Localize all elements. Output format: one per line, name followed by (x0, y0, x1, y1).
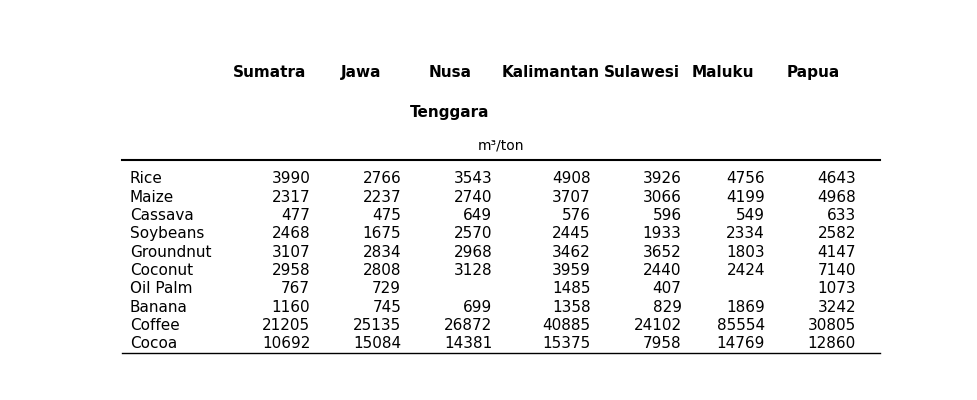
Text: 699: 699 (462, 300, 491, 314)
Text: 2968: 2968 (453, 245, 491, 260)
Text: 7140: 7140 (817, 263, 855, 278)
Text: Cassava: Cassava (130, 208, 193, 223)
Text: 745: 745 (372, 300, 401, 314)
Text: 21205: 21205 (262, 318, 310, 333)
Text: 2317: 2317 (272, 190, 310, 205)
Text: 767: 767 (281, 281, 310, 296)
Text: Kalimantan: Kalimantan (501, 65, 599, 80)
Text: Oil Palm: Oil Palm (130, 281, 192, 296)
Text: Maize: Maize (130, 190, 174, 205)
Text: 596: 596 (652, 208, 681, 223)
Text: 649: 649 (462, 208, 491, 223)
Text: 3543: 3543 (453, 171, 491, 186)
Text: Nusa: Nusa (428, 65, 471, 80)
Text: 3990: 3990 (271, 171, 310, 186)
Text: 14769: 14769 (716, 336, 764, 351)
Text: Sumatra: Sumatra (234, 65, 307, 80)
Text: 2582: 2582 (817, 226, 855, 241)
Text: 829: 829 (652, 300, 681, 314)
Text: 4147: 4147 (817, 245, 855, 260)
Text: 24102: 24102 (633, 318, 681, 333)
Text: Soybeans: Soybeans (130, 226, 204, 241)
Text: 4199: 4199 (726, 190, 764, 205)
Text: Jawa: Jawa (340, 65, 381, 80)
Text: 3107: 3107 (272, 245, 310, 260)
Text: 3707: 3707 (551, 190, 590, 205)
Text: 2808: 2808 (362, 263, 401, 278)
Text: 10692: 10692 (262, 336, 310, 351)
Text: 4968: 4968 (817, 190, 855, 205)
Text: 26872: 26872 (444, 318, 491, 333)
Text: 1073: 1073 (817, 281, 855, 296)
Text: 475: 475 (372, 208, 401, 223)
Text: 729: 729 (372, 281, 401, 296)
Text: 3066: 3066 (642, 190, 681, 205)
Text: m³/ton: m³/ton (478, 139, 524, 153)
Text: 2334: 2334 (726, 226, 764, 241)
Text: 2445: 2445 (552, 226, 590, 241)
Text: Groundnut: Groundnut (130, 245, 211, 260)
Text: 2468: 2468 (272, 226, 310, 241)
Text: 3652: 3652 (642, 245, 681, 260)
Text: 14381: 14381 (444, 336, 491, 351)
Text: 407: 407 (652, 281, 681, 296)
Text: 15375: 15375 (542, 336, 590, 351)
Text: 4643: 4643 (817, 171, 855, 186)
Text: 2237: 2237 (362, 190, 401, 205)
Text: 576: 576 (561, 208, 590, 223)
Text: 30805: 30805 (807, 318, 855, 333)
Text: 4908: 4908 (551, 171, 590, 186)
Text: 1933: 1933 (642, 226, 681, 241)
Text: 633: 633 (826, 208, 855, 223)
Text: 2440: 2440 (643, 263, 681, 278)
Text: 1869: 1869 (726, 300, 764, 314)
Text: 2570: 2570 (453, 226, 491, 241)
Text: 3926: 3926 (642, 171, 681, 186)
Text: 25135: 25135 (353, 318, 401, 333)
Text: 3242: 3242 (817, 300, 855, 314)
Text: 7958: 7958 (642, 336, 681, 351)
Text: 2424: 2424 (726, 263, 764, 278)
Text: Banana: Banana (130, 300, 188, 314)
Text: 549: 549 (736, 208, 764, 223)
Text: 2958: 2958 (272, 263, 310, 278)
Text: Tenggara: Tenggara (409, 105, 488, 120)
Text: 40885: 40885 (542, 318, 590, 333)
Text: 2766: 2766 (362, 171, 401, 186)
Text: Papua: Papua (786, 65, 839, 80)
Text: 3462: 3462 (551, 245, 590, 260)
Text: 15084: 15084 (353, 336, 401, 351)
Text: 3959: 3959 (551, 263, 590, 278)
Text: 477: 477 (281, 208, 310, 223)
Text: 1160: 1160 (272, 300, 310, 314)
Text: 2740: 2740 (453, 190, 491, 205)
Text: 1358: 1358 (551, 300, 590, 314)
Text: 1485: 1485 (552, 281, 590, 296)
Text: 4756: 4756 (726, 171, 764, 186)
Text: 1675: 1675 (362, 226, 401, 241)
Text: Cocoa: Cocoa (130, 336, 177, 351)
Text: Rice: Rice (130, 171, 162, 186)
Text: 2834: 2834 (362, 245, 401, 260)
Text: Maluku: Maluku (691, 65, 753, 80)
Text: Sulawesi: Sulawesi (603, 65, 679, 80)
Text: 12860: 12860 (807, 336, 855, 351)
Text: Coconut: Coconut (130, 263, 192, 278)
Text: Coffee: Coffee (130, 318, 180, 333)
Text: 3128: 3128 (453, 263, 491, 278)
Text: 85554: 85554 (716, 318, 764, 333)
Text: 1803: 1803 (726, 245, 764, 260)
